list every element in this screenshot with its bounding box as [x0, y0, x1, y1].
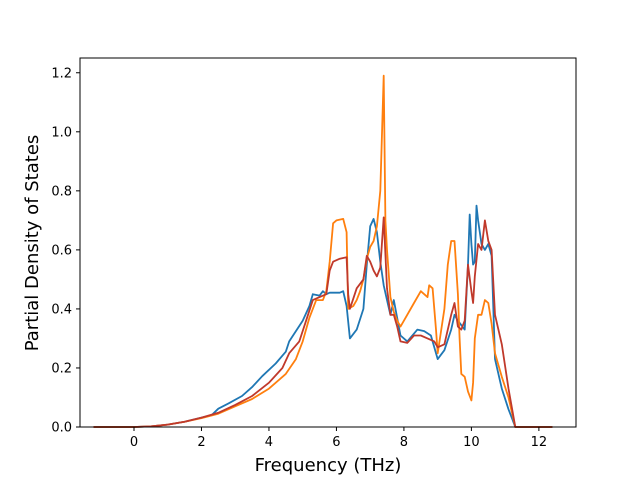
y-axis-label: Partial Density of States: [22, 135, 43, 352]
y-tick-label: 0.4: [51, 302, 72, 317]
y-tick-label: 0.2: [51, 361, 72, 376]
y-tick-label: 0.6: [51, 243, 72, 258]
x-tick-label: 2: [197, 435, 205, 450]
x-tick-label: 0: [130, 435, 138, 450]
x-tick-label: 12: [531, 435, 548, 450]
series-line-2: [93, 74, 553, 428]
plot-background: [80, 58, 576, 427]
x-tick-label: 6: [332, 435, 340, 450]
y-tick-label: 0.0: [51, 421, 72, 436]
x-tick-label: 8: [400, 435, 408, 450]
y-tick-label: 1.2: [51, 66, 72, 81]
tick-layer: 0 2 4 6 8 10 12 0.0 0.2 0.4 0.6 0.8 1.0 1.2: [51, 66, 547, 450]
series-layer: [93, 74, 553, 428]
plot-frame: [79, 57, 577, 428]
x-tick-label: 4: [265, 435, 273, 450]
y-tick-label: 1.0: [51, 125, 72, 140]
x-axis-label: Frequency (THz): [255, 455, 402, 476]
series-line-3: [93, 216, 553, 428]
x-tick-label: 10: [463, 435, 480, 450]
y-tick-label: 0.8: [51, 184, 72, 199]
